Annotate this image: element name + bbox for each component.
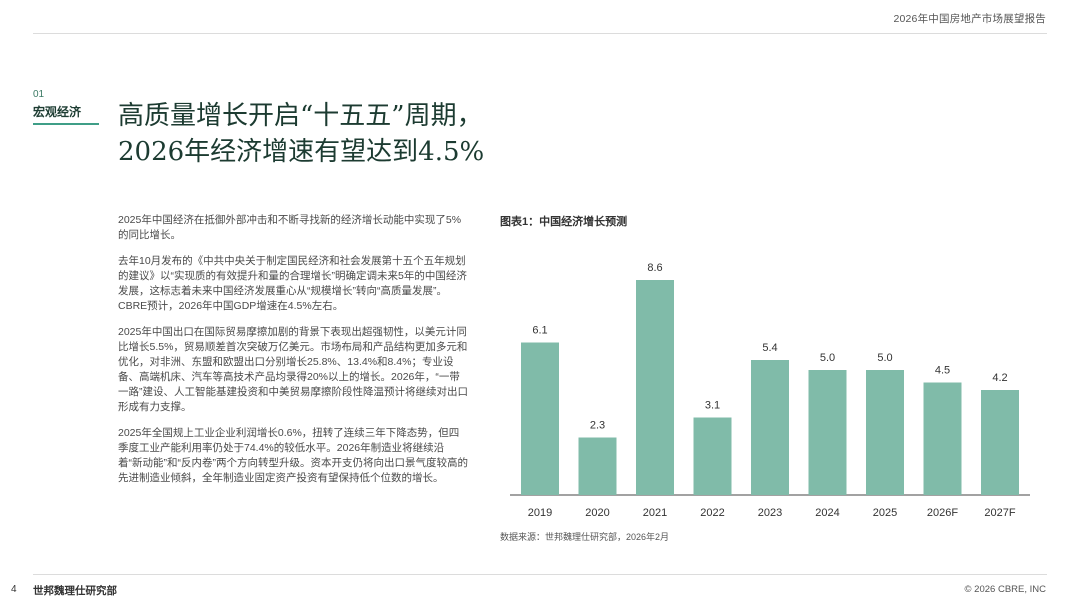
footer-org-name: 世邦魏理仕研究部 <box>33 585 117 597</box>
body-paragraph: 2025年中国出口在国际贸易摩擦加剧的背景下表现出超强韧性，以美元计同比增长5.… <box>118 326 468 413</box>
bar-2025 <box>866 370 904 495</box>
body-text: 2025年中国经济在抵御外部冲击和不断寻找新的经济增长动能中实现了5%的同比增长… <box>118 213 468 497</box>
data-label-2021: 8.6 <box>647 262 662 274</box>
section-number: 01 <box>33 89 45 100</box>
x-tick-label-2021: 2021 <box>643 507 667 519</box>
headline-line-1: 高质量增长开启“十五五”周期， <box>118 101 483 131</box>
x-tick-label-2025: 2025 <box>873 507 897 519</box>
footer-divider <box>33 574 1047 575</box>
data-label-2022: 3.1 <box>705 400 720 412</box>
body-paragraph: 2025年全国规上工业企业利润增长0.6%，扭转了连续三年下降态势，但四季度工业… <box>118 427 468 484</box>
bar-2023 <box>751 360 789 495</box>
copyright: © 2026 CBRE, INC <box>964 584 1046 595</box>
bar-2024 <box>808 370 847 495</box>
section-name: 宏观经济 <box>33 105 82 119</box>
data-label-2025: 5.0 <box>877 352 892 364</box>
gdp-bar-chart: 6.1 2019 2.3 2020 8.6 2021 3.1 2022 5.4 2023 5.0 20… <box>510 262 1030 519</box>
section-underline <box>33 123 99 125</box>
chart-title: 图表1：中国经济增长预测 <box>500 216 628 228</box>
data-label-2026F: 4.5 <box>935 365 950 377</box>
x-tick-label-2020: 2020 <box>585 507 609 519</box>
x-tick-label-2027F: 2027F <box>984 507 1015 519</box>
data-label-2019: 6.1 <box>532 325 547 337</box>
bar-2021 <box>636 280 674 495</box>
page-number: 4 <box>11 584 17 595</box>
headline-line-2: 2026年经济增速有望达到4.5% <box>118 137 485 167</box>
bar-2019 <box>521 342 559 495</box>
body-paragraph: 2025年中国经济在抵御外部冲击和不断寻找新的经济增长动能中实现了5%的同比增长… <box>118 214 462 241</box>
data-label-2027F: 4.2 <box>992 372 1007 384</box>
data-label-2023: 5.4 <box>762 342 777 354</box>
data-label-2020: 2.3 <box>590 420 605 432</box>
bar-2027F <box>981 390 1019 495</box>
bar-2026F <box>923 382 962 495</box>
bar-2022 <box>693 417 732 495</box>
page-headline: 高质量增长开启“十五五”周期， 2026年经济增速有望达到4.5% <box>118 98 758 170</box>
x-tick-label-2022: 2022 <box>700 507 724 519</box>
header-divider <box>33 33 1047 34</box>
x-tick-label-2026F: 2026F <box>927 507 958 519</box>
x-tick-label-2024: 2024 <box>815 507 839 519</box>
bar-2020 <box>578 437 617 495</box>
x-tick-label-2019: 2019 <box>528 507 552 519</box>
x-tick-label-2023: 2023 <box>758 507 782 519</box>
data-label-2024: 5.0 <box>820 352 835 364</box>
report-title: 2026年中国房地产市场展望报告 <box>893 13 1046 25</box>
body-paragraph: 去年10月发布的《中共中央关于制定国民经济和社会发展第十五个五年规划的建议》以“… <box>118 255 467 312</box>
chart-source: 数据来源：世邦魏理仕研究部，2026年2月 <box>500 532 670 542</box>
